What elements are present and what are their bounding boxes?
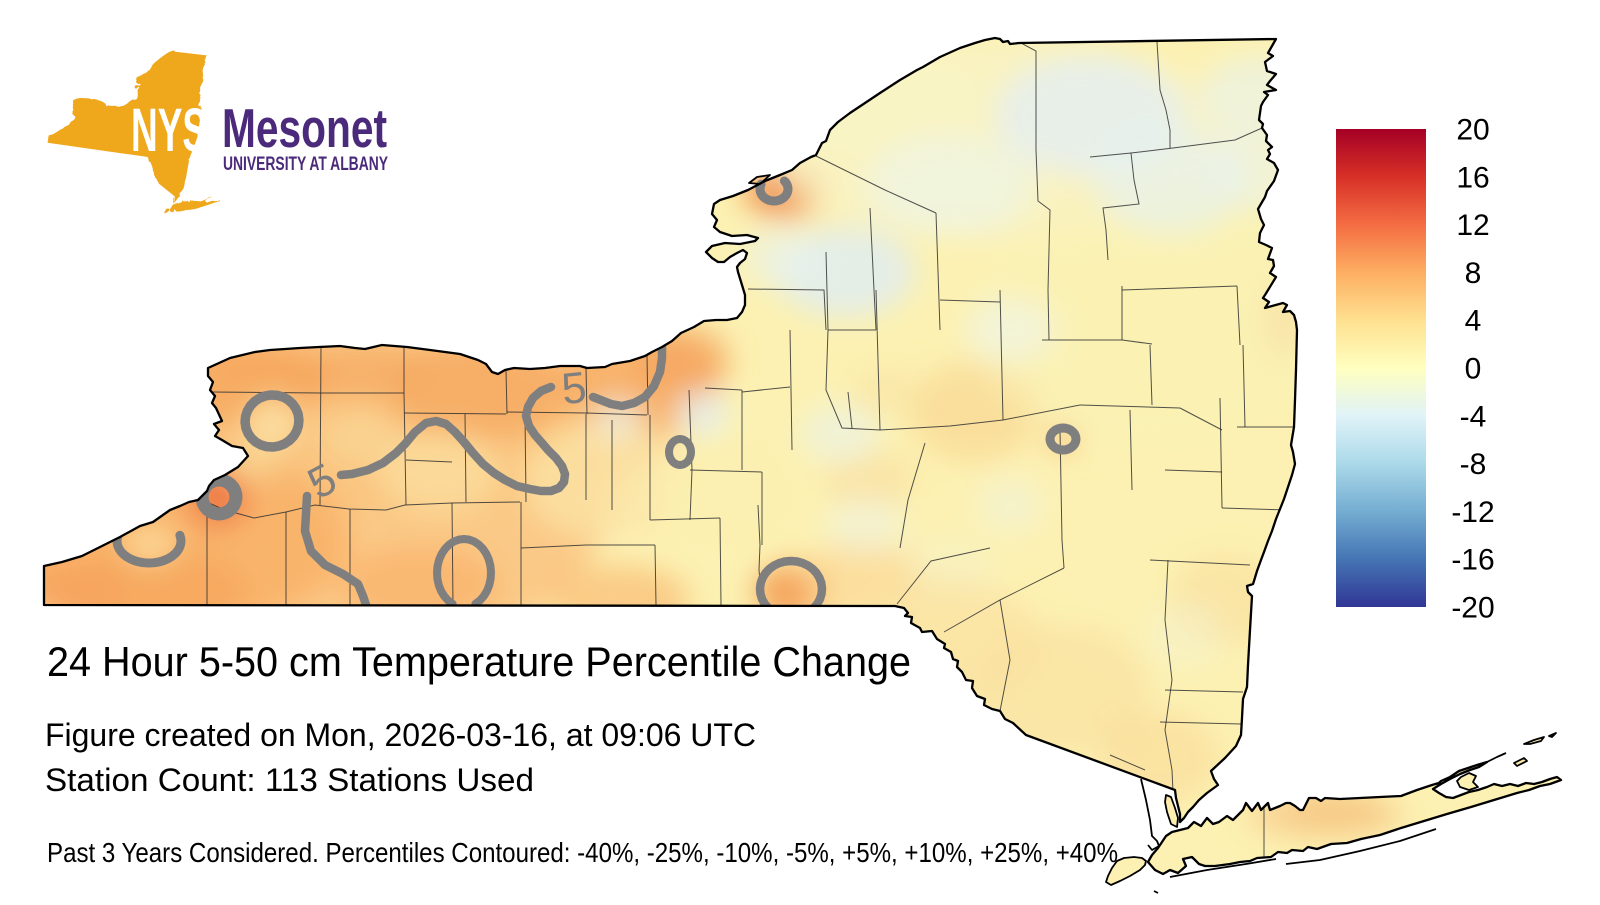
- svg-text:Past 3 Years Considered. Perce: Past 3 Years Considered. Percentiles Con…: [47, 837, 1118, 868]
- svg-text:5: 5: [559, 363, 588, 414]
- svg-text:-8: -8: [1460, 448, 1487, 481]
- svg-text:20: 20: [1456, 114, 1489, 147]
- svg-text:Figure created on Mon, 2026-03: Figure created on Mon, 2026-03-16, at 09…: [45, 717, 756, 753]
- svg-text:Mesonet: Mesonet: [222, 97, 387, 159]
- svg-text:12: 12: [1456, 209, 1489, 242]
- svg-text:Station Count: 113 Stations Us: Station Count: 113 Stations Used: [45, 761, 534, 798]
- svg-text:UNIVERSITY AT ALBANY: UNIVERSITY AT ALBANY: [223, 154, 388, 175]
- svg-text:0: 0: [1465, 353, 1482, 386]
- svg-text:24 Hour 5-50 cm Temperature Pe: 24 Hour 5-50 cm Temperature Percentile C…: [47, 638, 911, 685]
- svg-text:16: 16: [1456, 161, 1489, 194]
- svg-text:-12: -12: [1451, 496, 1494, 529]
- svg-text:-20: -20: [1451, 592, 1494, 625]
- svg-text:NYS: NYS: [131, 96, 207, 164]
- svg-text:-16: -16: [1451, 544, 1494, 577]
- svg-text:-4: -4: [1460, 400, 1487, 433]
- svg-text:8: 8: [1465, 257, 1482, 290]
- svg-text:4: 4: [1465, 305, 1482, 338]
